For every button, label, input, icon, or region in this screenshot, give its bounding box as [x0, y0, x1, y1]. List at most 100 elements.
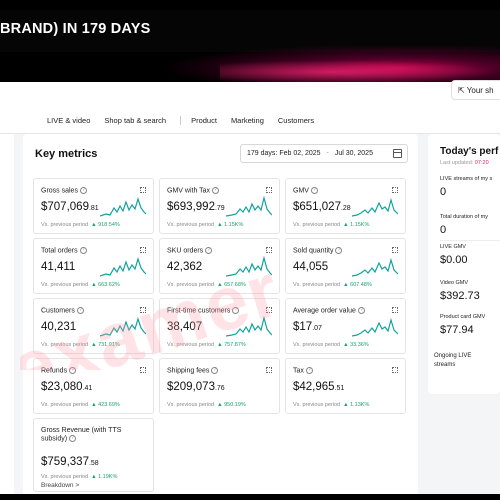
info-icon[interactable]: ? [357, 307, 365, 314]
sparkline [226, 196, 272, 217]
sparkline-path [226, 316, 272, 337]
date-end: Jul 30, 2025 [334, 150, 373, 157]
sparkline-path [226, 196, 272, 217]
info-icon[interactable]: ? [205, 247, 213, 254]
today-stat-value: 0 [440, 224, 447, 236]
sparkline-path [100, 197, 146, 217]
compare-label: Vs. previous period [293, 342, 341, 348]
metric-label-text: Tax [293, 367, 304, 375]
metric-value: $759,337.58 [41, 456, 99, 468]
expand-icon[interactable] [266, 367, 272, 373]
info-icon[interactable]: ? [211, 367, 219, 374]
change-value: ▲ 757.87% [217, 342, 246, 348]
metric-value: 40,231 [41, 321, 76, 333]
metric-card[interactable]: Tax? $42,965.51 Vs. previous period ▲ 1.13K… [285, 358, 406, 414]
change-value: ▲ 657.68% [217, 282, 246, 288]
info-icon[interactable]: ? [69, 435, 77, 442]
info-icon[interactable]: ? [79, 187, 87, 194]
metric-value-decimal: .28 [340, 205, 351, 212]
metric-card[interactable]: SKU orders? 42,362 Vs. previous period ▲ 65… [159, 238, 280, 294]
compare-label: Vs. previous period [293, 282, 341, 288]
metric-card[interactable]: Shipping fees? $209,073.76 Vs. previous pe… [159, 358, 280, 414]
metric-label: Gross sales? [41, 187, 87, 194]
banner-title: BRAND) IN 179 DAYS [0, 21, 151, 37]
metric-value: $42,965.51 [293, 381, 344, 393]
metric-value-decimal: .81 [88, 205, 99, 212]
metric-label: First-time customers? [167, 307, 240, 314]
bottom-edge [0, 494, 500, 500]
expand-icon[interactable] [392, 247, 398, 253]
date-range-picker[interactable]: 179 days: Feb 02, 2025 - Jul 30, 2025 [240, 144, 408, 163]
ongoing-live-label: Ongoing LIVE streams [434, 353, 472, 368]
change-value: ▲ 663.62% [91, 282, 120, 288]
sparkline-path [100, 317, 146, 337]
metric-value-main: $707,069 [41, 201, 89, 213]
metric-value: $209,073.76 [167, 381, 225, 393]
info-icon[interactable]: ? [232, 307, 240, 314]
nav-tabs: LIVE & video Shop tab & search Product M… [47, 116, 328, 125]
info-icon[interactable]: ? [310, 187, 318, 194]
expand-icon[interactable] [266, 307, 272, 313]
sparkline-path [100, 257, 146, 277]
metric-card[interactable]: Gross Revenue (with TTS subsidy)? $759,33… [33, 418, 154, 492]
compare-label: Vs. previous period [41, 282, 89, 288]
metric-label-text: GMV with Tax [167, 187, 211, 195]
expand-icon[interactable] [140, 367, 146, 373]
metric-card[interactable]: Sold quantity? 44,055 Vs. previous period ▲… [285, 238, 406, 294]
sparkline [352, 197, 398, 217]
metric-label-text: Average order value [293, 307, 356, 315]
info-icon[interactable]: ? [212, 187, 220, 194]
metric-card[interactable]: Refunds? $23,080.41 Vs. previous period ▲ 4… [33, 358, 154, 414]
expand-icon[interactable] [266, 187, 272, 193]
metric-card[interactable]: GMV with Tax? $693,992.79 Vs. previous per… [159, 178, 280, 234]
tab-customers[interactable]: Customers [277, 116, 315, 125]
metric-label: GMV with Tax? [167, 187, 220, 195]
expand-icon[interactable] [392, 367, 398, 373]
sparkline [352, 257, 398, 277]
tab-live-video[interactable]: LIVE & video [47, 116, 91, 125]
metric-card[interactable]: Customers? 40,231 Vs. previous period ▲ 731… [33, 298, 154, 354]
metric-card[interactable]: Total orders? 41,411 Vs. previous period ▲ … [33, 238, 154, 294]
metric-value-main: $651,027 [293, 201, 341, 213]
metric-value: 44,055 [293, 261, 328, 273]
metric-card[interactable]: Gross sales? $707,069.81 Vs. previous peri… [33, 178, 154, 234]
metric-card[interactable]: First-time customers? 38,407 Vs. previous … [159, 298, 280, 354]
tab-marketing[interactable]: Marketing [230, 116, 264, 125]
metric-card[interactable]: Average order value? $17.07 Vs. previous p… [285, 298, 406, 354]
metric-card[interactable]: GMV? $651,027.28 Vs. previous period ▲ 1.15… [285, 178, 406, 234]
expand-icon[interactable] [140, 247, 146, 253]
expand-icon[interactable] [392, 307, 398, 313]
tab-product[interactable]: Product [191, 116, 217, 125]
metric-value-decimal: .51 [334, 385, 345, 392]
metric-compare: Vs. previous period ▲ 607.48% [293, 282, 372, 288]
compare-label: Vs. previous period [41, 342, 89, 348]
info-icon[interactable]: ? [69, 367, 77, 374]
metric-label: SKU orders? [167, 247, 213, 254]
today-stat-value: $0.00 [440, 254, 468, 266]
expand-icon[interactable] [140, 187, 146, 193]
info-icon[interactable]: ? [305, 367, 313, 374]
today-stat-label: Product card GMV [440, 314, 486, 320]
metric-value-decimal: .58 [88, 460, 99, 467]
expand-icon[interactable] [266, 247, 272, 253]
expand-icon[interactable] [392, 187, 398, 193]
metric-value: $707,069.81 [41, 201, 99, 213]
info-icon[interactable]: ? [76, 307, 84, 314]
metric-value: $23,080.41 [41, 381, 92, 393]
info-icon[interactable]: ? [79, 247, 87, 254]
today-stat-value: $392.73 [440, 290, 480, 302]
metric-label: Tax? [293, 367, 313, 374]
change-value: ▲ 1.19K% [91, 474, 118, 480]
expand-icon[interactable] [140, 307, 146, 313]
breakdown-link[interactable]: Breakdown > [41, 482, 80, 489]
info-icon[interactable]: ? [335, 247, 343, 254]
sparkline-path [226, 256, 272, 277]
metric-label: Gross Revenue (with TTS subsidy)? [41, 427, 133, 443]
metric-value-main: 41,411 [41, 261, 76, 273]
metric-compare: Vs. previous period ▲ 1.15K% [293, 222, 369, 228]
your-shop-button[interactable]: ⇱ Your sh [451, 80, 500, 100]
tab-shop-search[interactable]: Shop tab & search [104, 116, 167, 125]
key-metrics-panel: Key metrics 179 days: Feb 02, 2025 - Jul… [23, 134, 418, 500]
metric-label: GMV? [293, 187, 318, 194]
